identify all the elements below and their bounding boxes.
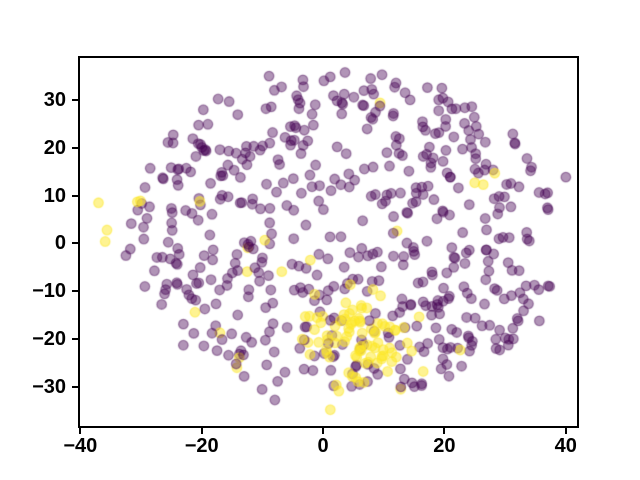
y-tick <box>72 242 78 245</box>
y-tick <box>72 290 78 293</box>
plot-area <box>78 56 579 428</box>
y-tick-label: −30 <box>32 375 66 398</box>
y-tick-label: 30 <box>43 89 66 112</box>
y-tick <box>72 385 78 388</box>
x-tick <box>443 428 446 434</box>
y-tick-label: 10 <box>43 184 66 207</box>
y-tick-label: −10 <box>32 280 66 303</box>
x-tick <box>200 428 203 434</box>
y-tick <box>72 338 78 341</box>
y-tick <box>72 99 78 102</box>
y-tick-label: −20 <box>32 328 66 351</box>
x-tick <box>79 428 82 434</box>
scatter-points-canvas <box>80 58 577 426</box>
x-tick-label: 0 <box>317 435 329 457</box>
x-tick-label: 40 <box>554 435 577 457</box>
x-tick <box>322 428 325 434</box>
y-tick <box>72 194 78 197</box>
y-tick <box>72 146 78 149</box>
x-tick-label: −20 <box>184 435 219 457</box>
x-tick <box>564 428 567 434</box>
y-tick-label: 0 <box>54 232 66 255</box>
y-tick-label: 20 <box>43 136 66 159</box>
x-tick-label: 20 <box>433 435 456 457</box>
x-tick-label: −40 <box>63 435 98 457</box>
